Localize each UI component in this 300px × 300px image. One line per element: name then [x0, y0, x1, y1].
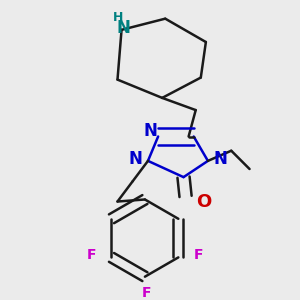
Text: H: H	[113, 11, 124, 24]
Text: F: F	[86, 248, 96, 262]
Text: N: N	[213, 150, 227, 168]
Text: N: N	[143, 122, 157, 140]
Text: F: F	[142, 286, 152, 300]
Text: N: N	[129, 150, 143, 168]
Text: O: O	[196, 193, 212, 211]
Text: N: N	[117, 19, 130, 37]
Text: F: F	[194, 248, 203, 262]
